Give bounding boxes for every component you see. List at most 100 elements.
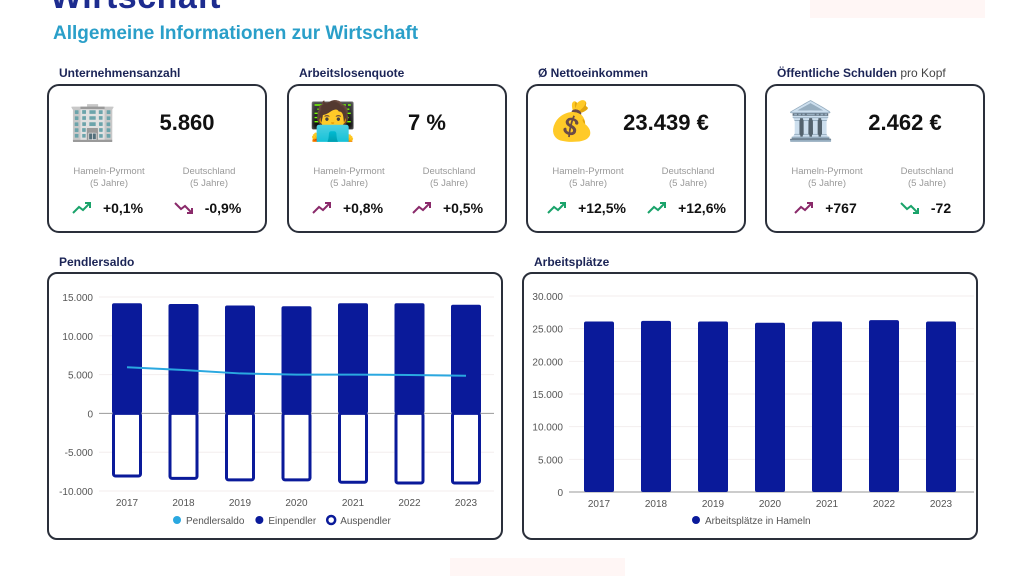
bar-arbeitsplätze-in-hameln: [584, 321, 614, 492]
bar-auspendler: [338, 411, 368, 484]
trend-value: +0,8%: [342, 200, 384, 216]
trend: +12,5%: [536, 200, 636, 216]
legend-label: Arbeitsplätze in Hameln: [705, 516, 811, 527]
region-period: (5 Jahre): [189, 178, 228, 189]
trend-up-icon: [647, 202, 667, 214]
trend-value: -0,9%: [204, 200, 242, 216]
x-tick-label: 2021: [816, 499, 839, 510]
trend-down-icon: [900, 202, 919, 214]
trend-value: +767: [825, 200, 857, 216]
bar-auspendler: [112, 411, 142, 478]
trend-value: +0,1%: [102, 200, 144, 216]
trend: +0,8%: [297, 200, 397, 216]
legend-label: Pendlersaldo: [186, 516, 245, 527]
trend-up-icon: [72, 202, 91, 214]
kpi-label-suffix: pro Kopf: [900, 66, 946, 80]
bar-einpendler: [112, 303, 142, 414]
region-label: Deutschland (5 Jahre): [159, 166, 259, 190]
region-name: Deutschland: [422, 166, 476, 177]
trend-up-icon: [312, 202, 331, 214]
bank-building-icon: 🏛️: [787, 101, 835, 143]
region-name: Deutschland: [900, 166, 954, 177]
region-period: (5 Jahre): [668, 178, 707, 189]
y-tick-label: 5.000: [538, 455, 563, 466]
region-label: Deutschland (5 Jahre): [638, 166, 738, 190]
kpi-card: 🏢 5.860 Hameln-Pyrmont (5 Jahre) +0,1% Deut…: [47, 84, 267, 233]
kpi-value: 7 %: [408, 110, 446, 135]
x-tick-label: 2021: [342, 498, 365, 509]
region-label: Hameln-Pyrmont (5 Jahre): [299, 166, 399, 190]
kpi-label: Unternehmensanzahl: [59, 66, 180, 80]
kpi-label: Ø Nettoeinkommen: [538, 66, 648, 80]
y-tick-label: 5.000: [68, 371, 93, 382]
legend-label: Einpendler: [268, 516, 316, 527]
kpi-label-text: Unternehmensanzahl: [59, 66, 181, 80]
bar-auspendler: [168, 411, 199, 480]
trend: -72: [875, 200, 975, 216]
bar-einpendler: [281, 306, 312, 414]
x-tick-label: 2018: [172, 498, 195, 509]
trend-value: +12,5%: [578, 200, 626, 216]
kpi-label-text: Öffentliche Schulden: [777, 66, 898, 80]
legend-marker: [692, 516, 700, 524]
region-period: (5 Jahre): [907, 178, 946, 189]
trend-value: -72: [930, 200, 952, 216]
bar-arbeitsplätze-in-hameln: [698, 321, 728, 492]
kpi-card: 🧑‍💻 7 % Hameln-Pyrmont (5 Jahre) +0,8% Deut…: [287, 84, 507, 233]
trend-up-icon: [547, 202, 567, 214]
bar-einpendler: [451, 304, 481, 414]
pendlersaldo-chart: -10.000 -5.000 0 5.000 10.000 15.000 2017 2018 2…: [59, 293, 494, 527]
bar-arbeitsplätze-in-hameln: [869, 320, 899, 492]
x-tick-label: 2018: [645, 499, 668, 510]
decorative-banner: [810, 0, 985, 18]
bar-einpendler: [394, 303, 425, 414]
y-tick-label: -5.000: [65, 448, 94, 459]
kpi-value: 5.860: [159, 110, 215, 135]
money-bag-icon: 💰: [548, 101, 596, 143]
trend: +0,1%: [57, 200, 157, 216]
office-building-icon: 🏢: [69, 101, 117, 143]
region-period: (5 Jahre): [89, 178, 128, 189]
y-tick-label: 20.000: [532, 357, 563, 368]
bar-auspendler: [394, 411, 425, 485]
arbeitsplaetze-chart-panel: 0 5.000 10.000 15.000 20.000 25.000 30.000 2017…: [522, 272, 978, 540]
region-name: Hameln-Pyrmont: [791, 166, 863, 177]
legend-marker: [173, 516, 181, 524]
section-subtitle: Allgemeine Informationen zur Wirtschaft: [53, 23, 419, 44]
trend: +12,6%: [636, 200, 736, 216]
kpi-card: 🏛️ 2.462 € Hameln-Pyrmont (5 Jahre) +767 De…: [765, 84, 985, 233]
y-tick-label: 15.000: [62, 293, 93, 304]
legend-marker: [325, 514, 337, 526]
person-laptop-icon: 🧑‍💻: [309, 101, 357, 143]
kpi-label-text: Arbeitslosenquote: [299, 66, 405, 80]
x-tick-label: 2020: [759, 499, 782, 510]
decorative-banner: [450, 558, 625, 576]
legend-label: Auspendler: [340, 516, 391, 527]
y-tick-label: 0: [87, 409, 93, 420]
x-tick-label: 2023: [455, 498, 478, 509]
trend-up-icon: [412, 202, 431, 214]
line-pendlersaldo: [126, 366, 467, 377]
x-tick-label: 2020: [285, 498, 308, 509]
trend: -0,9%: [157, 200, 257, 216]
region-name: Deutschland: [182, 166, 236, 177]
region-label: Deutschland (5 Jahre): [399, 166, 499, 190]
trend-up-icon: [794, 202, 814, 214]
y-tick-label: 10.000: [62, 332, 93, 343]
bar-auspendler: [225, 411, 255, 482]
region-label: Deutschland (5 Jahre): [877, 166, 977, 190]
legend-marker: [255, 516, 264, 524]
region-label: Hameln-Pyrmont (5 Jahre): [59, 166, 159, 190]
region-label: Hameln-Pyrmont (5 Jahre): [777, 166, 877, 190]
kpi-label: Arbeitslosenquote: [299, 66, 404, 80]
y-tick-label: 15.000: [532, 390, 563, 401]
page-title: Wirtschaft: [50, 0, 221, 17]
region-name: Hameln-Pyrmont: [313, 166, 385, 177]
bar-einpendler: [168, 303, 199, 414]
trend-value: +0,5%: [442, 200, 484, 216]
bar-arbeitsplätze-in-hameln: [641, 320, 671, 492]
region-name: Hameln-Pyrmont: [552, 166, 624, 177]
arbeitsplaetze-chart: 0 5.000 10.000 15.000 20.000 25.000 30.000 2017…: [532, 292, 974, 527]
bar-auspendler: [451, 411, 481, 485]
y-tick-label: 10.000: [532, 423, 563, 434]
